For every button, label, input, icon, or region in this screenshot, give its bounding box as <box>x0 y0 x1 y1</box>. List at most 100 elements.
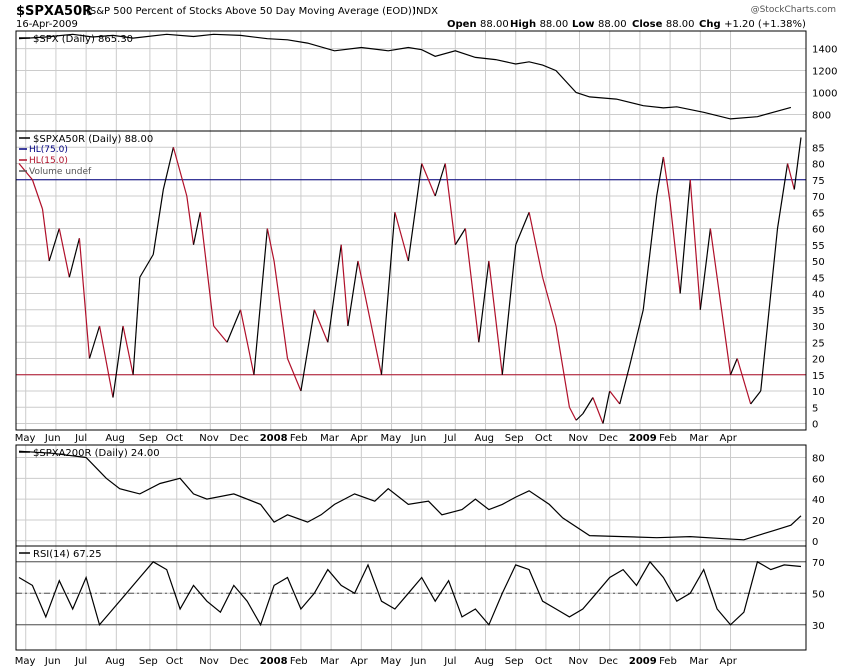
ohlc-chg: Chg +1.20 (+1.38%) <box>699 19 806 30</box>
x-tick-label: Sep <box>505 656 524 667</box>
series-segment <box>478 260 490 343</box>
x-axis-0: May Jun Jul Aug Sep Oct Nov Dec 2008 Feb Mar Apr May… <box>15 433 738 444</box>
panel-spxa200r: 0 20 40 60 80 $SPXA200R (Daily) 24.00 <box>15 444 825 548</box>
series-segment <box>266 228 275 262</box>
series-line-rsi <box>18 560 802 627</box>
ohlc-open: Open 88.00 <box>447 19 509 30</box>
series-segment <box>394 212 409 262</box>
x-tick-label: May <box>15 433 36 444</box>
series-segment <box>515 212 530 245</box>
ohlc-close: Close 88.00 <box>632 19 695 30</box>
x-tick-label: 2009 <box>629 656 657 667</box>
series-segment <box>716 277 732 375</box>
ohlc-high: High 88.00 <box>510 19 568 30</box>
x-tick-label: Jul <box>443 433 456 444</box>
legend-spxa200r: $SPXA200R (Daily) 24.00 <box>33 448 160 459</box>
x-tick-label: Feb <box>290 656 308 667</box>
chart-description: (S&P 500 Percent of Stocks Above 50 Day … <box>86 6 416 17</box>
panel-frame <box>15 30 807 132</box>
x-tick-label: Aug <box>105 656 125 667</box>
series-segment <box>592 397 604 424</box>
y-tick-label: 800 <box>812 111 831 122</box>
series-segment <box>699 228 711 310</box>
series-segment <box>186 195 195 245</box>
x-tick-label: Mar <box>320 656 340 667</box>
series-segment <box>226 309 242 343</box>
x-tick-label: Nov <box>568 433 588 444</box>
series-segment <box>213 325 228 343</box>
ohlc-readout: Open 88.00 High 88.00 Low 88.00 Close 88.00… <box>447 19 806 30</box>
series-segment <box>152 189 164 255</box>
y-tick-label: 75 <box>812 176 825 187</box>
series-segment <box>347 260 359 327</box>
x-tick-label: Dec <box>599 433 618 444</box>
x-tick-label: Sep <box>139 433 158 444</box>
legend-rsi: RSI(14) 67.25 <box>33 549 102 560</box>
series-segment <box>750 390 762 405</box>
series-segment <box>568 406 577 421</box>
series-segment <box>421 163 436 197</box>
series-segment <box>68 238 80 278</box>
series-segment <box>786 163 795 190</box>
x-tick-label: Apr <box>350 433 368 444</box>
y-tick-label: 80 <box>812 160 825 171</box>
series-segment <box>501 244 517 375</box>
y-tick-label: 0 <box>812 537 818 548</box>
x-tick-label: Jun <box>44 656 61 667</box>
y-tick-label: 40 <box>812 495 825 506</box>
x-tick-label: May <box>381 433 402 444</box>
x-tick-label: Jul <box>443 656 456 667</box>
legend-item: HL(15.0) <box>29 156 68 166</box>
x-tick-label: 2008 <box>260 656 288 667</box>
x-tick-label: Nov <box>568 656 588 667</box>
series-segment <box>609 390 621 405</box>
x-tick-label: Dec <box>230 656 249 667</box>
series-segment <box>58 228 70 278</box>
series-segment <box>313 309 329 343</box>
series-segment <box>286 358 302 392</box>
series-segment <box>582 397 594 415</box>
chart-date: 16-Apr-2009 <box>16 19 78 30</box>
x-tick-label: Oct <box>166 433 183 444</box>
series-segment <box>793 137 802 190</box>
y-tick-label: 25 <box>812 338 825 349</box>
x-tick-label: Dec <box>230 433 249 444</box>
series-segment <box>273 260 289 359</box>
x-tick-label: Jun <box>410 433 427 444</box>
series-segment <box>132 277 141 375</box>
y-tick-label: 50 <box>812 257 825 268</box>
y-tick-label: 5 <box>812 403 818 414</box>
y-tick-label: 60 <box>812 474 825 485</box>
series-line-spx <box>18 33 792 120</box>
x-tick-label: Oct <box>535 656 552 667</box>
series-segment <box>709 228 718 278</box>
series-segment <box>48 228 60 262</box>
series-segment <box>199 212 215 327</box>
x-tick-label: Apr <box>720 656 738 667</box>
y-tick-label: 50 <box>812 589 825 600</box>
watermark: @StockCharts.com <box>751 5 836 15</box>
y-tick-label: 80 <box>812 453 825 464</box>
x-tick-label: Mar <box>689 656 709 667</box>
x-tick-label: Jun <box>44 433 61 444</box>
series-segment <box>629 309 644 366</box>
series-segment <box>575 413 584 421</box>
x-tick-label: Nov <box>199 656 219 667</box>
x-tick-label: Aug <box>475 656 495 667</box>
chart-symbol: $SPXA50R <box>16 4 92 19</box>
series-segment <box>253 228 268 375</box>
series-segment <box>488 260 503 375</box>
series-segment <box>122 325 134 375</box>
series-segment <box>327 244 342 343</box>
series-segment <box>192 212 201 245</box>
series-segment <box>357 260 372 327</box>
y-tick-label: 20 <box>812 355 825 366</box>
x-tick-label: 2008 <box>260 433 288 444</box>
x-tick-label: Feb <box>290 433 308 444</box>
panel-frame <box>15 545 807 651</box>
series-segment <box>642 195 658 310</box>
x-tick-label: May <box>15 656 36 667</box>
panel-spxa50r: 0 5 10 15 20 25 30 35 40 45 50 55 60 65 70 75 80 85 $SPXA5… <box>15 130 825 431</box>
series-segment <box>656 156 664 197</box>
